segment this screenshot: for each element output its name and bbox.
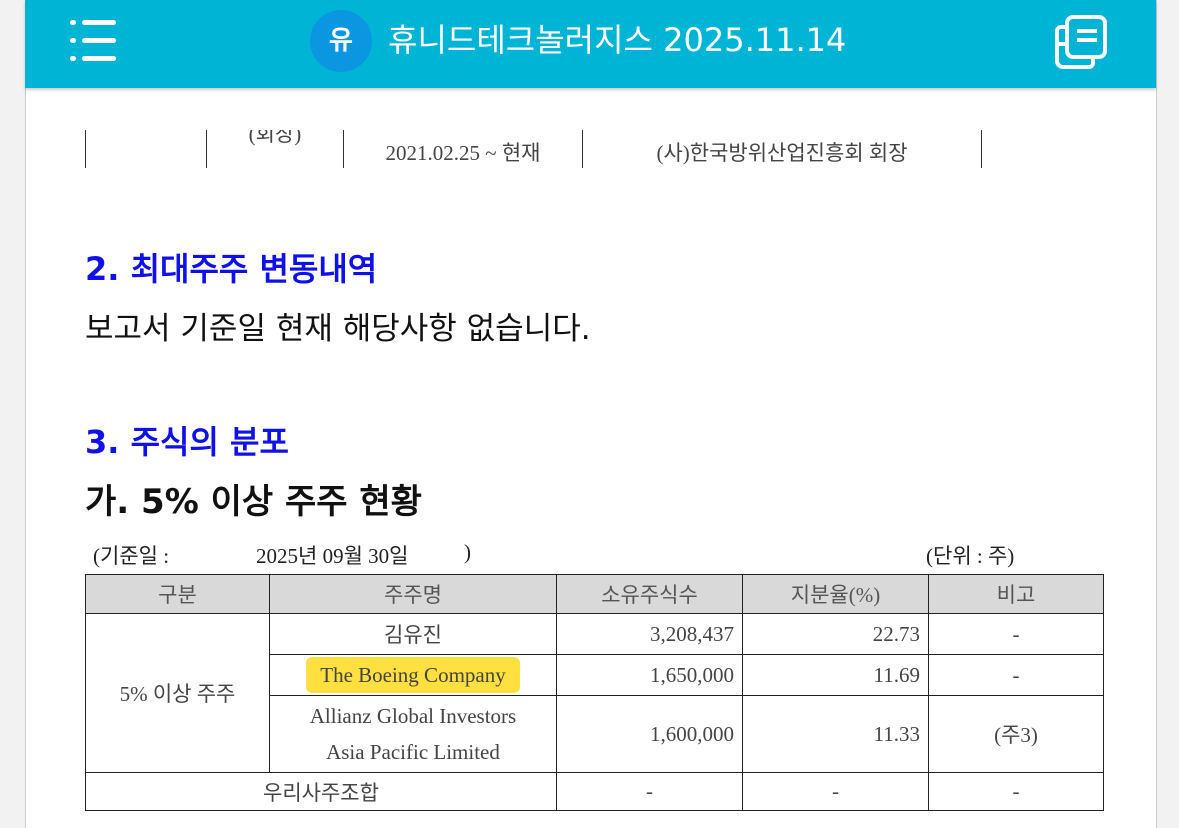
ratio-cell: 11.69: [742, 654, 929, 696]
name-line-2: Asia Pacific Limited: [326, 740, 500, 764]
shares-cell: -: [556, 772, 743, 811]
note-cell: -: [928, 772, 1104, 811]
period-cell: 2021.02.25 ~ 현재: [343, 130, 583, 168]
date-close: ): [464, 540, 471, 564]
col-header: 지분율(%): [742, 574, 929, 614]
app-header: [25, 0, 1156, 88]
menu-icon[interactable]: [70, 18, 116, 64]
esop-label: 우리사주조합: [85, 772, 557, 811]
table-row: The Boeing Company 1,650,000 11.69 -: [86, 654, 1104, 696]
unit-label: (단위 : 주): [926, 544, 1015, 568]
col-header: 소유주식수: [556, 574, 743, 614]
col-header: 비고: [928, 574, 1104, 614]
col-header: 구분: [85, 574, 270, 614]
previous-table-fragment: (회장) 2021.02.25 ~ 현재 (사)한국방위산업진흥회 회장: [85, 130, 1126, 168]
section-3-heading: 3. 주식의 분포: [85, 423, 289, 461]
role-cell: (사)한국방위산업진흥회 회장: [582, 130, 982, 168]
shares-cell: 3,208,437: [556, 613, 743, 655]
copy-icon[interactable]: [1053, 14, 1109, 70]
note-cell: (주3): [928, 695, 1104, 773]
note-cell: -: [928, 613, 1104, 655]
table-row: 5% 이상 주주 김유진 3,208,437 22.73 -: [85, 613, 1104, 773]
avatar: 유: [310, 10, 372, 72]
table-row: Allianz Global Investors Asia Pacific Lim…: [86, 695, 1104, 773]
ratio-cell: 11.33: [742, 695, 929, 773]
shares-cell: 1,650,000: [556, 654, 743, 696]
highlighted-name: The Boeing Company: [306, 656, 520, 693]
ratio-cell: 22.73: [742, 613, 929, 655]
date-label: (기준일 :: [93, 544, 170, 568]
section-2-text: 보고서 기준일 현재 해당사항 없습니다.: [85, 311, 591, 347]
section-2-heading: 2. 최대주주 변동내역: [85, 250, 378, 288]
note-cell: -: [928, 654, 1104, 696]
page-title: 휴니드테크놀러지스 2025.11.14: [388, 21, 847, 59]
name-line-1: Allianz Global Investors: [309, 704, 517, 728]
partial-label: (회장): [248, 130, 302, 146]
subheading: 가. 5% 이상 주주 현황: [85, 482, 422, 522]
base-date: 2025년 09월 30일: [256, 544, 409, 568]
shares-cell: 1,600,000: [556, 695, 743, 773]
table-row: 우리사주조합 - - -: [85, 772, 1104, 811]
col-header: 주주명: [269, 574, 557, 614]
shareholders-table: 구분 주주명 소유주식수 지분율(%) 비고 5% 이상 주주 김유진 3,20…: [85, 574, 1104, 811]
ratio-cell: -: [742, 772, 929, 811]
group-cell: 5% 이상 주주: [85, 613, 270, 773]
name-cell: 김유진: [269, 613, 557, 655]
